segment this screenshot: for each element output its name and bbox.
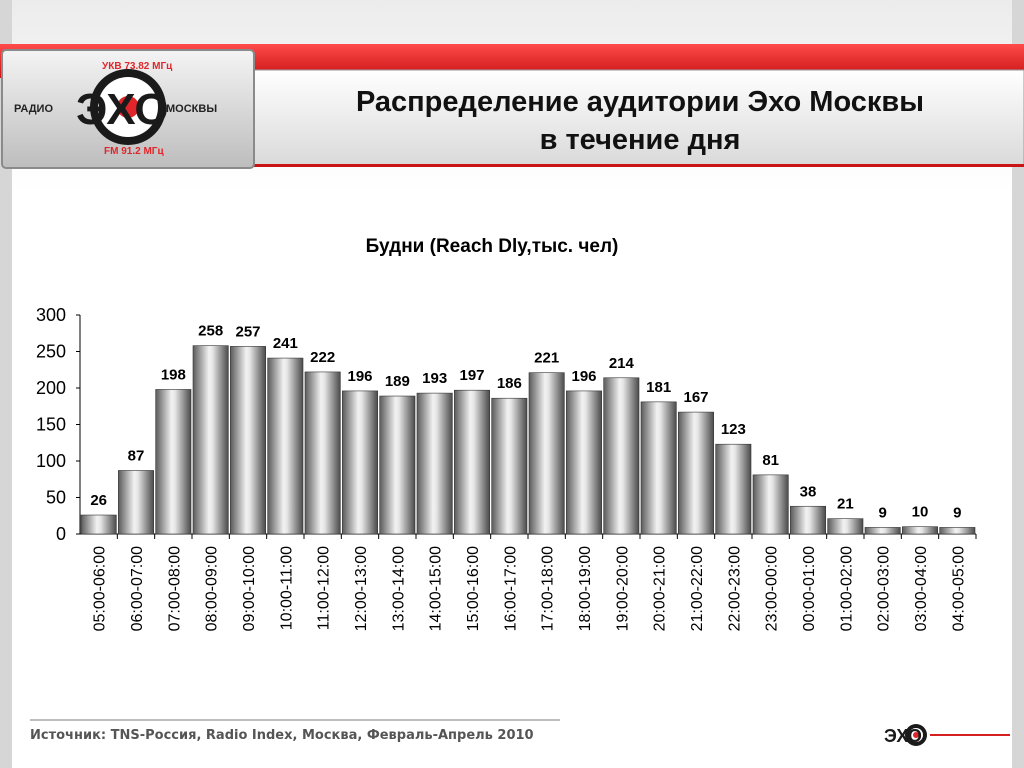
bar-value-label: 257 (235, 323, 260, 340)
x-tick-label: 17:00-18:00 (540, 546, 557, 632)
footer-logo: ЭХО (856, 718, 1024, 752)
bar (118, 470, 154, 535)
svg-text:FM 91.2 МГц: FM 91.2 МГц (104, 146, 164, 157)
bar (416, 392, 453, 535)
x-tick-label: 05:00-06:00 (92, 546, 109, 632)
bar (379, 395, 416, 535)
y-tick-label: 300 (36, 305, 66, 325)
bar (454, 389, 490, 535)
x-tick-label: 16:00-17:00 (502, 546, 519, 632)
bar-value-label: 10 (912, 504, 929, 521)
bar (640, 401, 677, 535)
bar (566, 390, 602, 535)
bar-value-label: 196 (347, 368, 372, 385)
x-tick-label: 07:00-08:00 (166, 546, 183, 632)
bar-value-label: 222 (310, 349, 335, 366)
bar-value-label: 9 (878, 504, 886, 521)
x-tick-label: 04:00-05:00 (950, 546, 967, 632)
bar-value-label: 198 (161, 366, 186, 383)
bar-value-label: 123 (721, 421, 746, 438)
bar (902, 526, 938, 535)
bar-value-label: 189 (385, 373, 410, 390)
title-line-2: в течение дня (539, 124, 741, 156)
bar-value-label: 196 (571, 368, 596, 385)
bar (192, 345, 229, 535)
bar-value-label: 26 (90, 492, 107, 509)
bar (491, 397, 528, 535)
bar (304, 371, 341, 535)
x-tick-label: 06:00-07:00 (129, 546, 146, 632)
bar-value-label: 38 (800, 483, 817, 500)
svg-text:ЭХО: ЭХО (884, 726, 922, 746)
bar-value-label: 167 (683, 389, 708, 406)
bar-value-label: 214 (609, 355, 635, 372)
chart-title: Будни (Reach Dly,тыс. чел) (366, 236, 619, 257)
x-tick-label: 12:00-13:00 (353, 546, 370, 632)
x-tick-label: 03:00-04:00 (913, 546, 930, 632)
x-tick-label: 11:00-12:00 (316, 546, 333, 630)
bar (528, 372, 565, 535)
bar (230, 346, 266, 535)
bar-value-label: 21 (837, 496, 854, 513)
bar (342, 390, 378, 535)
page-title: Распределение аудитории Эхо Москвы в теч… (256, 78, 1024, 164)
svg-text:УКВ 73.82 МГц: УКВ 73.82 МГц (102, 61, 173, 72)
x-tick-label: 18:00-19:00 (577, 546, 594, 632)
x-tick-label: 08:00-09:00 (204, 546, 221, 632)
bar-value-label: 9 (953, 504, 961, 521)
bar-value-label: 193 (422, 370, 447, 387)
x-tick-label: 10:00-11:00 (278, 546, 295, 630)
bar (715, 443, 752, 535)
x-tick-label: 01:00-02:00 (838, 546, 855, 632)
bar-value-label: 241 (273, 335, 298, 352)
bar (155, 389, 192, 535)
bar (678, 411, 714, 535)
y-tick-label: 150 (36, 415, 66, 435)
x-tick-label: 13:00-14:00 (390, 546, 407, 632)
x-tick-label: 00:00-01:00 (801, 546, 818, 632)
bar (603, 377, 640, 535)
x-tick-label: 14:00-15:00 (428, 546, 445, 632)
x-tick-label: 09:00-10:00 (241, 546, 258, 632)
bar (827, 518, 864, 535)
bar (864, 527, 901, 535)
x-tick-label: 20:00-21:00 (652, 546, 669, 632)
footer-logo-graphic: ЭХО (884, 724, 927, 746)
x-tick-label: 21:00-22:00 (689, 546, 706, 632)
bar (267, 357, 304, 535)
bar (939, 527, 976, 535)
y-tick-label: 0 (56, 524, 66, 544)
x-tick-label: 02:00-03:00 (876, 546, 893, 632)
source-note: Источник: TNS-Россия, Radio Index, Москв… (30, 728, 534, 743)
bar-value-label: 221 (534, 350, 559, 367)
bar (80, 514, 117, 535)
svg-text:ЭХО: ЭХО (76, 85, 169, 134)
bar (752, 474, 789, 535)
bar (790, 505, 826, 535)
bar-value-label: 87 (128, 447, 145, 464)
y-tick-label: 250 (36, 342, 66, 362)
x-tick-label: 22:00-23:00 (726, 546, 743, 632)
logo-graphic: РАДИО ЭХО МОСКВЫ УКВ 73.82 МГц FM 91.2 М… (14, 61, 217, 157)
bar-value-label: 186 (497, 375, 522, 392)
bar-value-label: 258 (198, 323, 223, 340)
x-tick-label: 23:00-00:00 (764, 546, 781, 632)
y-tick-label: 200 (36, 378, 66, 398)
echo-moskvy-logo: РАДИО ЭХО МОСКВЫ УКВ 73.82 МГц FM 91.2 М… (4, 52, 250, 166)
x-tick-label: 15:00-16:00 (465, 546, 482, 632)
bar-value-label: 81 (762, 452, 779, 469)
x-tick-label: 19:00-20:00 (614, 546, 631, 632)
title-line-1: Распределение аудитории Эхо Москвы (355, 86, 925, 118)
bar-value-label: 181 (646, 379, 671, 396)
bar-value-label: 197 (459, 367, 484, 384)
y-tick-label: 50 (46, 488, 66, 508)
svg-text:МОСКВЫ: МОСКВЫ (166, 103, 217, 115)
svg-text:РАДИО: РАДИО (14, 103, 53, 115)
y-tick-label: 100 (36, 451, 66, 471)
